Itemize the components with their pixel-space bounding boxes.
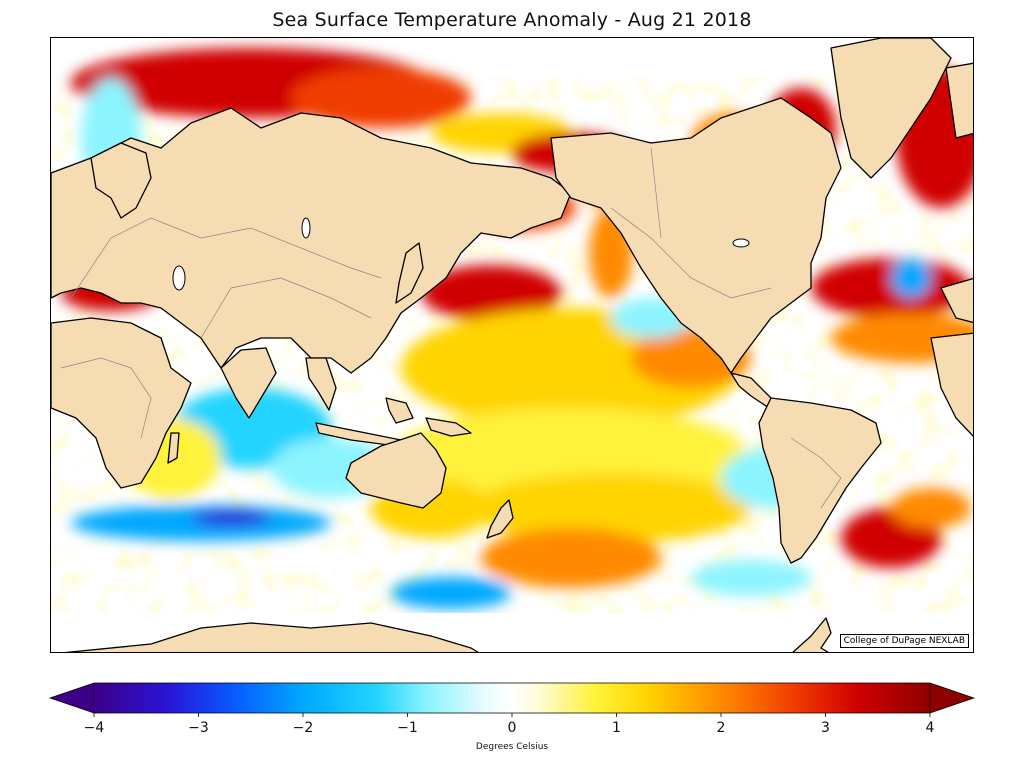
antarctica-left [64,622,479,652]
colorbar-tick-label: −1 [397,720,418,736]
colorbar-min-extension [48,682,95,714]
map-title: Sea Surface Temperature Anomaly - Aug 21… [272,9,752,31]
colorbar-ticks [93,713,931,717]
country-borders [60,147,842,509]
colorbar-graphic [48,682,976,717]
australia [345,432,447,509]
europe-west [940,277,973,324]
greenland [830,38,952,179]
colorbar-body [94,683,930,713]
se-asia [305,357,337,411]
colorbar-tick-label: 3 [821,720,830,736]
japan [395,242,424,304]
credit-label: College of DuPage NEXLAB [839,634,969,648]
sst-anomaly-map: College of DuPage NEXLAB [50,37,974,653]
colorbar-tick-label: 2 [716,720,726,736]
south-america [758,397,882,564]
new-zealand [486,499,514,539]
eurasia [51,107,572,374]
land-masses [51,38,973,652]
africa [51,317,192,489]
new-guinea [425,417,472,437]
colorbar-tick-label: −2 [292,720,314,736]
colorbar-tick-label: 0 [507,720,517,736]
west-africa-east-edge [930,332,973,437]
colorbar-label: Degrees Celsius [475,742,549,752]
map-canvas [51,38,973,652]
borneo [385,397,414,424]
colorbar-max-extension [929,682,976,714]
colorbar-tick-label: −4 [83,720,105,736]
madagascar [167,432,180,464]
india [220,347,277,419]
svalbard [945,62,973,139]
antarctic-peninsula [792,617,832,652]
inland-lakes [172,217,750,291]
scandinavia [90,142,152,219]
colorbar-tick-label: 4 [925,720,935,736]
colorbar-tick-label: 1 [612,720,621,736]
colorbar-tick-label: −3 [188,720,209,736]
north-america [550,97,842,374]
colorbar [48,682,976,717]
